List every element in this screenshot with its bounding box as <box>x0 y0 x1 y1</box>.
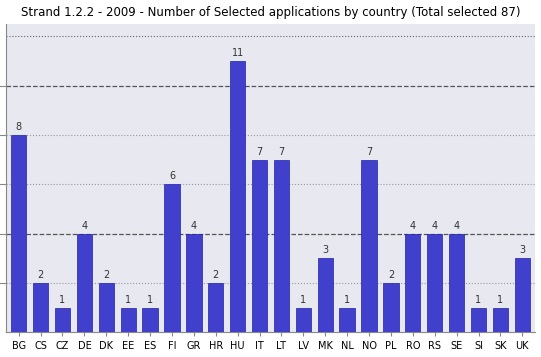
Bar <box>318 258 333 332</box>
Bar <box>33 283 48 332</box>
Bar <box>208 283 223 332</box>
Text: 7: 7 <box>256 147 263 157</box>
Text: 11: 11 <box>232 48 244 58</box>
Text: 7: 7 <box>278 147 285 157</box>
Title: Strand 1.2.2 - 2009 - Number of Selected applications by country (Total selected: Strand 1.2.2 - 2009 - Number of Selected… <box>21 6 520 19</box>
Bar <box>427 234 443 332</box>
Bar <box>164 184 180 332</box>
Text: 6: 6 <box>169 171 175 181</box>
Bar <box>471 308 486 332</box>
Text: 1: 1 <box>60 295 65 305</box>
Text: 1: 1 <box>300 295 306 305</box>
Bar <box>230 61 245 332</box>
Text: 4: 4 <box>410 221 416 231</box>
Bar <box>383 283 399 332</box>
Text: 2: 2 <box>103 270 109 280</box>
Text: 2: 2 <box>388 270 394 280</box>
Bar <box>142 308 158 332</box>
Text: 1: 1 <box>476 295 481 305</box>
Bar <box>252 160 267 332</box>
Text: 1: 1 <box>147 295 153 305</box>
Bar <box>186 234 202 332</box>
Bar <box>514 258 530 332</box>
Text: 4: 4 <box>432 221 438 231</box>
Bar <box>493 308 508 332</box>
Text: 4: 4 <box>453 221 460 231</box>
Text: 3: 3 <box>322 245 328 255</box>
Bar <box>449 234 464 332</box>
Bar <box>98 283 114 332</box>
Text: 1: 1 <box>344 295 350 305</box>
Bar <box>361 160 377 332</box>
Text: 2: 2 <box>213 270 219 280</box>
Bar <box>339 308 355 332</box>
Text: 7: 7 <box>366 147 372 157</box>
Text: 3: 3 <box>519 245 525 255</box>
Bar <box>121 308 136 332</box>
Bar <box>296 308 311 332</box>
Text: 1: 1 <box>125 295 131 305</box>
Text: 4: 4 <box>81 221 88 231</box>
Bar <box>11 135 27 332</box>
Bar <box>55 308 70 332</box>
Bar <box>77 234 92 332</box>
Text: 4: 4 <box>191 221 197 231</box>
Bar <box>405 234 420 332</box>
Text: 1: 1 <box>497 295 504 305</box>
Text: 8: 8 <box>16 122 22 132</box>
Bar <box>274 160 289 332</box>
Text: 2: 2 <box>37 270 44 280</box>
